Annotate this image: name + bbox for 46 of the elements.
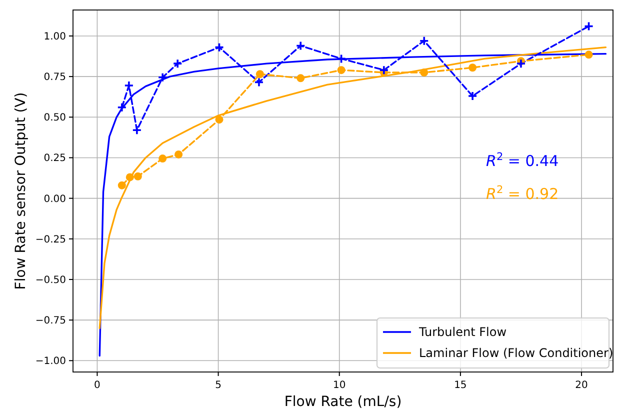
- point: [419, 36, 430, 46]
- y-tick-label: −0.50: [35, 274, 66, 286]
- point: [254, 77, 264, 88]
- y-tick-label: −0.25: [35, 234, 66, 246]
- annotation: R$^{2}$ = 0.44: [486, 151, 559, 170]
- y-tick-label: 0.50: [44, 112, 66, 124]
- x-tick-label: 15: [454, 380, 467, 391]
- point: [215, 116, 224, 124]
- point: [337, 66, 346, 74]
- point: [516, 58, 526, 68]
- annotation: R$^{2}$ = 0.92: [486, 184, 559, 203]
- legend-label: Laminar Flow (Flow Conditioner): [419, 346, 614, 360]
- point: [336, 54, 346, 64]
- point: [420, 68, 428, 76]
- x-tick-label: 5: [215, 380, 222, 391]
- point: [214, 42, 224, 52]
- point: [117, 102, 127, 112]
- point: [296, 40, 306, 51]
- y-tick-label: 1.00: [44, 31, 66, 42]
- y-tick-label: 0.75: [44, 72, 66, 84]
- x-tick-label: 10: [333, 380, 346, 391]
- x-tick-label: 20: [575, 380, 588, 391]
- point: [134, 172, 142, 180]
- x-axis-title: Flow Rate (mL/s): [284, 394, 402, 409]
- point: [132, 125, 142, 136]
- point: [296, 74, 305, 82]
- y-tick-label: 0.00: [44, 194, 66, 205]
- point: [158, 72, 168, 82]
- y-tick-label: −0.75: [35, 316, 66, 327]
- y-tick-label: 0.25: [44, 153, 66, 164]
- point: [468, 64, 477, 72]
- point: [174, 150, 183, 158]
- point: [124, 80, 134, 90]
- point: [468, 91, 478, 101]
- y-axis-title: Flow Rate sensor Output (V): [13, 92, 29, 290]
- point: [584, 50, 593, 59]
- point: [584, 21, 594, 32]
- legend-label: Turbulent Flow: [418, 325, 507, 339]
- y-tick-label: −1.00: [35, 356, 66, 368]
- x-tick-label: 0: [94, 380, 100, 391]
- point: [126, 173, 134, 182]
- point: [256, 70, 264, 78]
- point: [379, 65, 389, 75]
- point: [118, 181, 126, 190]
- point: [172, 58, 183, 68]
- point: [158, 154, 167, 163]
